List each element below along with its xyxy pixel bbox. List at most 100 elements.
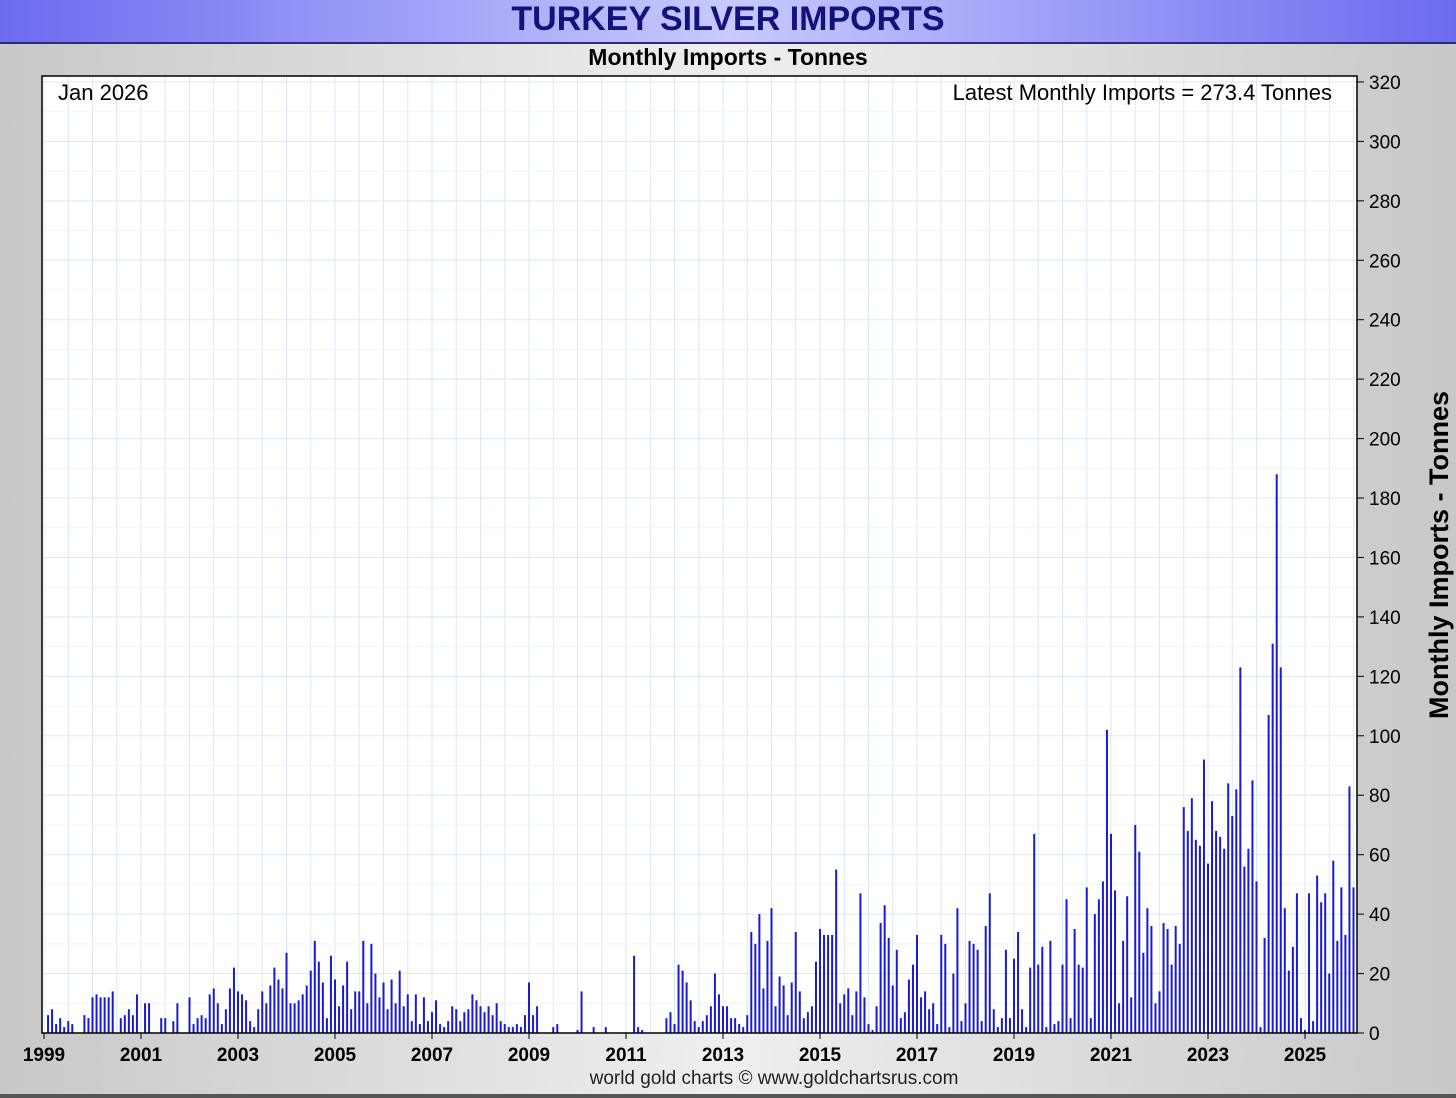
bar (370, 943, 373, 1033)
bar (1077, 964, 1080, 1033)
bar (386, 1009, 389, 1033)
bar (334, 979, 336, 1033)
bar (257, 1009, 260, 1033)
bar (1065, 899, 1068, 1033)
bar (47, 1015, 50, 1033)
bar (1227, 783, 1230, 1033)
bar (697, 1027, 700, 1033)
bar (1182, 807, 1185, 1033)
bar (924, 991, 927, 1033)
bar (451, 1006, 454, 1033)
bar (867, 1024, 870, 1033)
bar (1340, 887, 1343, 1033)
bar (742, 1027, 745, 1033)
bar (875, 1006, 878, 1033)
bar (1142, 952, 1145, 1033)
bar (261, 991, 264, 1033)
bar (887, 937, 890, 1033)
bar (144, 1003, 147, 1033)
x-tick-label: 2009 (508, 1045, 550, 1066)
bar (665, 1018, 668, 1033)
bar (265, 1003, 268, 1033)
bar (1299, 1018, 1302, 1033)
bar (992, 1009, 995, 1033)
bar (447, 1021, 450, 1033)
bar (1267, 714, 1270, 1033)
bar (216, 1003, 219, 1033)
bar (317, 961, 320, 1033)
bar (1008, 1018, 1011, 1033)
bar (536, 1006, 539, 1033)
bar (119, 1018, 122, 1033)
bar (1295, 893, 1298, 1033)
bar (1130, 997, 1133, 1033)
x-tick-label: 2017 (896, 1045, 938, 1066)
bar (1000, 1018, 1003, 1033)
bar (984, 926, 987, 1033)
bar (1316, 875, 1319, 1033)
bar (871, 1030, 874, 1033)
bar (1348, 786, 1351, 1033)
bar (1029, 967, 1032, 1033)
bar (507, 1027, 510, 1033)
bar (1170, 964, 1173, 1033)
plot-border (41, 75, 1358, 1034)
date-label: Jan 2026 (58, 80, 149, 105)
bar (172, 1021, 175, 1033)
bar (677, 964, 680, 1033)
bar (1259, 1027, 1262, 1033)
bar (1162, 923, 1165, 1033)
bar (71, 1024, 74, 1033)
bar (952, 973, 955, 1033)
bar (135, 994, 138, 1033)
bar (819, 928, 821, 1033)
y-tick-label: 240 (1369, 311, 1401, 332)
bar (988, 893, 991, 1033)
y-tick-label: 120 (1369, 667, 1401, 688)
bar (1126, 896, 1129, 1033)
bar (911, 964, 914, 1033)
bar (269, 985, 272, 1033)
bar (443, 1027, 446, 1033)
bar (604, 1027, 607, 1033)
bar (669, 1012, 672, 1033)
bar (891, 985, 894, 1033)
bar (758, 914, 761, 1033)
y-tick-label: 220 (1369, 370, 1401, 391)
bar (1215, 830, 1218, 1033)
bar (1178, 943, 1181, 1033)
bar (766, 940, 769, 1033)
bar (827, 934, 830, 1033)
bar (277, 979, 280, 1033)
bar (111, 991, 114, 1033)
bar (1312, 1021, 1315, 1033)
bar (55, 1024, 58, 1033)
bar (346, 961, 349, 1033)
bar (245, 1000, 248, 1033)
bar (681, 970, 684, 1033)
title-banner: TURKEY SILVER IMPORTS (0, 0, 1456, 44)
bar (305, 985, 308, 1033)
bar (879, 923, 882, 1033)
bar (1025, 1027, 1028, 1033)
bar (378, 997, 381, 1033)
bar (495, 1003, 498, 1033)
bar (693, 1021, 696, 1033)
bar (196, 1018, 199, 1033)
chart-title: TURKEY SILVER IMPORTS (511, 0, 945, 38)
bar (406, 994, 409, 1033)
bar (176, 1003, 179, 1033)
bar (1093, 914, 1096, 1033)
bar (281, 988, 284, 1033)
plot-area (42, 76, 1357, 1033)
bottom-border (0, 1094, 1456, 1098)
bar (325, 1018, 328, 1033)
bar (1017, 931, 1020, 1033)
bar (831, 934, 834, 1033)
bar (1263, 937, 1266, 1033)
bar (1198, 845, 1201, 1033)
bar (515, 1024, 518, 1033)
bar (289, 1003, 292, 1033)
y-tick-label: 200 (1369, 430, 1401, 451)
bar (1097, 899, 1100, 1033)
